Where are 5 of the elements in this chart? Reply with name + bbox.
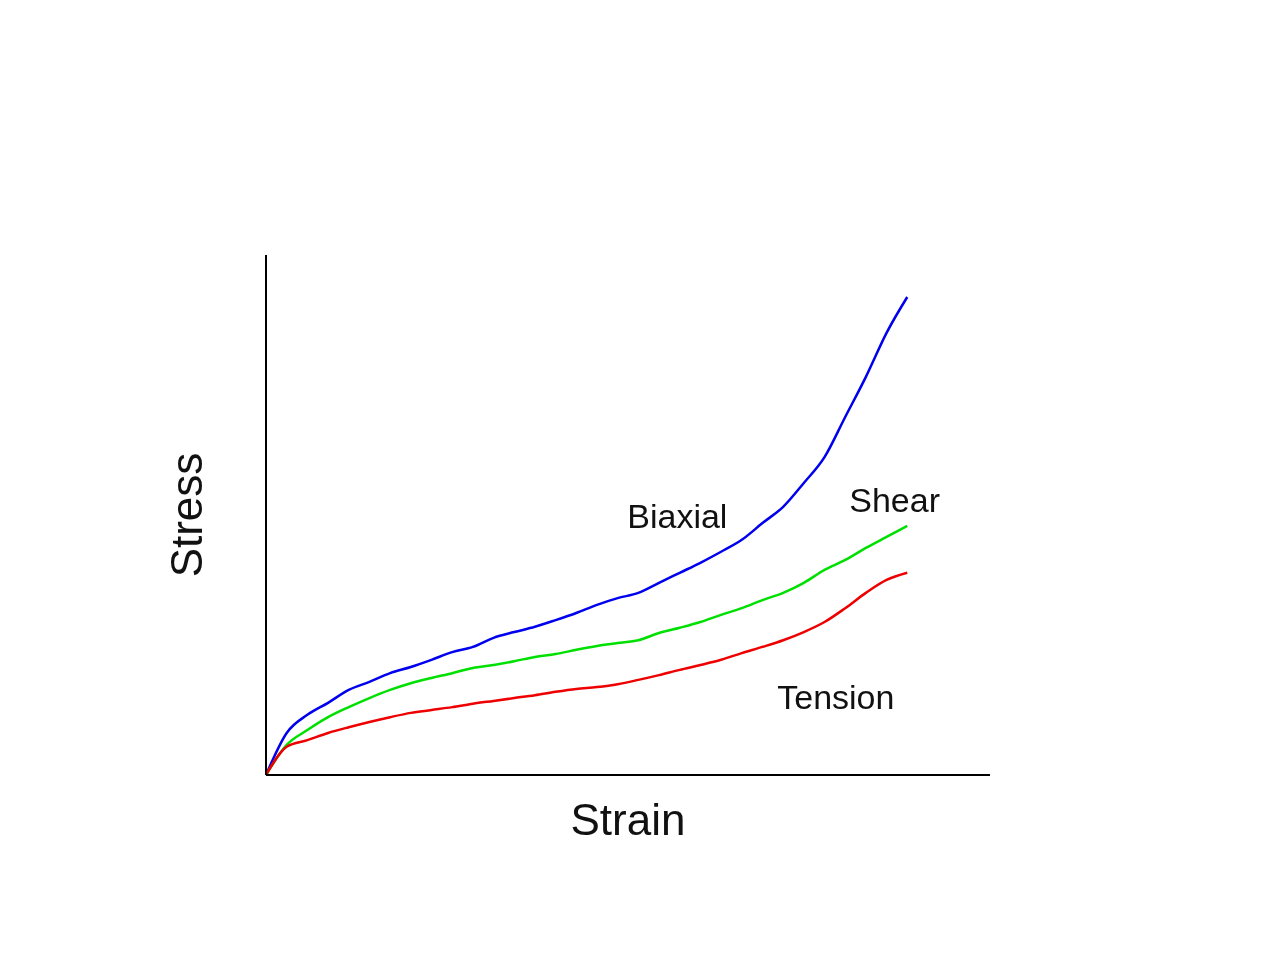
y-axis-title: Stress (161, 452, 211, 578)
series-label: Shear (849, 480, 940, 520)
x-axis-title: Strain (570, 795, 686, 844)
series-label: Tension (777, 677, 895, 717)
series-label: Biaxial (627, 497, 728, 536)
